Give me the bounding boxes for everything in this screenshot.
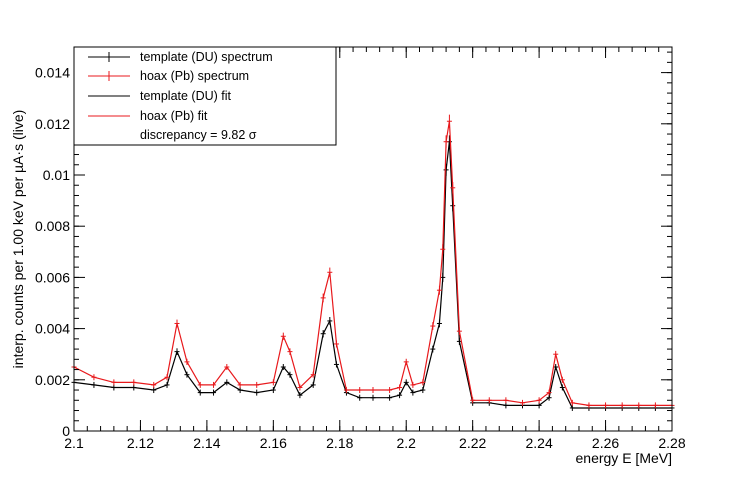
x-tick-label: 2.28 [658, 435, 685, 451]
x-tick-label: 2.18 [326, 435, 353, 451]
y-axis-title: interp. counts per 1.00 keV per µA·s (li… [10, 110, 26, 369]
y-tick-label: 0.012 [35, 116, 70, 132]
x-tick-label: 2.2 [396, 435, 416, 451]
x-tick-label: 2.1 [64, 435, 84, 451]
plot-frame [73, 46, 673, 432]
y-tick-label: 0.002 [35, 372, 70, 388]
series-line-1 [73, 121, 672, 406]
chart-marks [71, 114, 675, 411]
legend-label-template-spectrum: template (DU) spectrum [140, 50, 273, 64]
y-tick-label: 0.006 [35, 269, 70, 285]
legend-label-hoax-fit: hoax (Pb) fit [140, 109, 208, 123]
x-tick-label: 2.22 [459, 435, 486, 451]
x-tick-label: 2.26 [592, 435, 619, 451]
x-tick-label: 2.12 [127, 435, 154, 451]
legend-discrepancy-note: discrepancy = 9.82 σ [140, 128, 257, 142]
x-axis-title: energy E [MeV] [576, 450, 673, 466]
y-tick-label: 0 [62, 423, 70, 439]
x-tick-label: 2.16 [260, 435, 287, 451]
x-tick-label: 2.14 [193, 435, 220, 451]
legend: template (DU) spectrum hoax (Pb) spectru… [73, 46, 337, 146]
y-tick-label: 0.01 [43, 167, 70, 183]
y-axis: 0 0.002 0.004 0.006 0.008 0.01 0.012 0.014 [35, 51, 672, 439]
y-tick-label: 0.008 [35, 218, 70, 234]
legend-label-template-fit: template (DU) fit [140, 89, 232, 103]
series-line-0 [73, 141, 672, 409]
y-tick-label: 0.014 [35, 65, 70, 81]
legend-label-hoax-spectrum: hoax (Pb) spectrum [140, 69, 249, 83]
x-tick-label: 2.24 [525, 435, 552, 451]
y-tick-label: 0.004 [35, 321, 70, 337]
